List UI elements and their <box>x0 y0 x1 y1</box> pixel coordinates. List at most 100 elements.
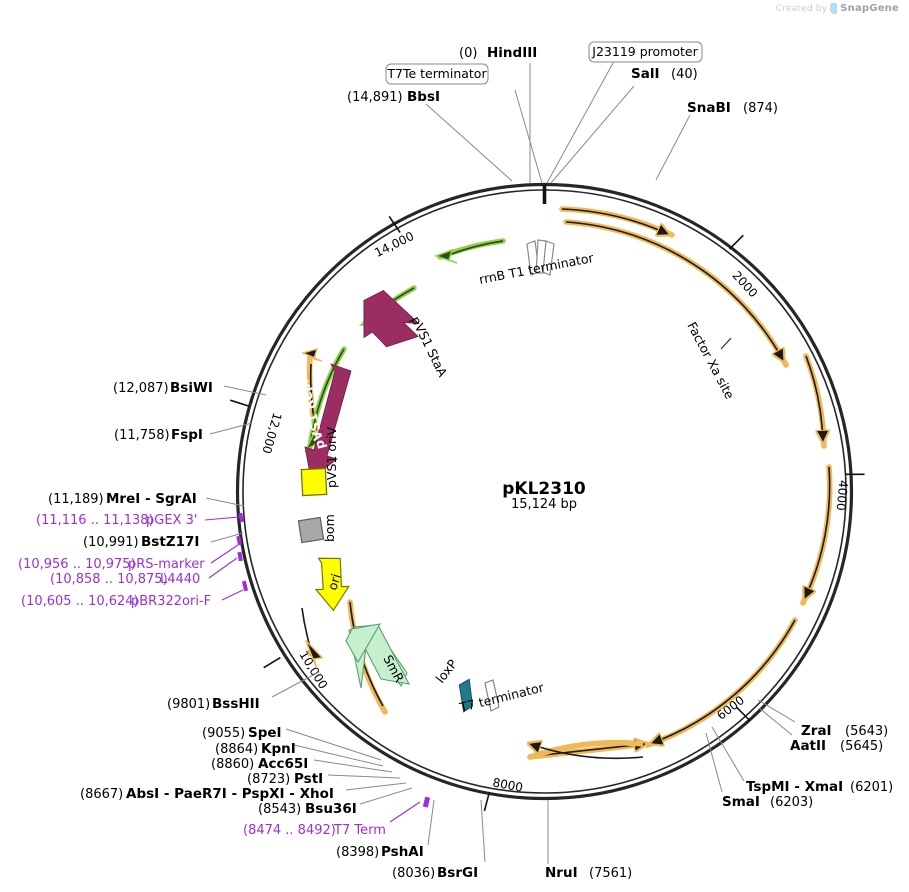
enzyme-name-bsrgi: BsrGI <box>437 865 478 881</box>
enzyme-label-bsshii[interactable]: (9801) BssHII <box>167 696 260 712</box>
enzyme-pos-mrei: (11,189) <box>48 492 104 507</box>
enzyme-label-psti[interactable]: (8723) PstI <box>247 771 323 787</box>
purple-range-pgex3: (11,116 .. 11,138) <box>36 513 154 528</box>
enzyme-label-smai[interactable]: SmaI (6203) <box>722 794 813 810</box>
enzyme-pos-zrai: (5643) <box>845 724 888 739</box>
enzyme-name-acc65i: Acc65I <box>258 756 308 772</box>
purple-feature-ticks <box>236 512 431 808</box>
enzyme-name-kpni: KpnI <box>261 741 296 757</box>
enzyme-pos-smai: (6203) <box>770 795 813 810</box>
boxed-label-t7te-terminator[interactable]: T7Te terminator <box>385 63 489 85</box>
enzyme-pos-kpni: (8864) <box>215 742 258 757</box>
enzyme-label-bsrgi[interactable]: (8036) BsrGI <box>392 865 478 881</box>
enzyme-label-mrei-sgrai[interactable]: (11,189) MreI - SgrAI <box>48 491 197 507</box>
feature-bom[interactable]: bom <box>297 514 337 544</box>
enzyme-label-spei[interactable]: (9055) SpeI <box>202 725 282 741</box>
feature-label-ori: ori <box>325 572 344 592</box>
enzyme-label-sali[interactable]: SalI (40) <box>631 66 698 82</box>
enzyme-label-nrui[interactable]: NruI (7561) <box>545 865 632 881</box>
watermark-brand: SnapGene <box>840 3 899 14</box>
feature-factor-xa-site[interactable]: Factor Xa site <box>684 319 737 401</box>
feature-label-loxp: loxP <box>433 656 461 686</box>
enzyme-pos-aatii: (5645) <box>840 739 883 754</box>
purple-feature-pgex3[interactable]: (11,116 .. 11,138) pGEX 3' <box>36 513 197 528</box>
enzyme-name-mrei-sgrai: MreI - SgrAI <box>106 491 197 507</box>
plasmid-title-block: pKL2310 15,124 bp <box>502 479 586 512</box>
enzyme-label-bbsi[interactable]: (14,891) BbsI <box>347 89 440 105</box>
enzyme-pos-pshai: (8398) <box>336 845 379 860</box>
enzyme-name-bstz17i: BstZ17I <box>141 534 199 550</box>
enzyme-label-pshai[interactable]: (8398) PshAI <box>336 844 424 860</box>
enzyme-name-fspi: FspI <box>171 427 203 443</box>
enzyme-name-bbsi: BbsI <box>407 89 440 105</box>
feature-label-factor-xa-site: Factor Xa site <box>684 319 737 401</box>
bom-box <box>297 516 325 544</box>
enzyme-name-snabi: SnaBI <box>687 100 731 116</box>
feature-label-pvs1-oriv: pVS1 oriV <box>324 426 339 488</box>
enzyme-pos-psti: (8723) <box>247 772 290 787</box>
enzyme-name-sali: SalI <box>631 66 659 82</box>
enzyme-label-absi-group[interactable]: (8667) AbsI - PaeR7I - PspXI - XhoI <box>80 786 334 802</box>
enzyme-name-tspmi-xmai: TspMI - XmaI <box>746 779 843 795</box>
enzyme-label-bsiwi[interactable]: (12,087) BsiWI <box>113 380 213 396</box>
feature-rrnb-t1-terminator[interactable]: rrnB T1 terminator <box>478 239 596 287</box>
watermark-prefix: Created by <box>775 3 828 14</box>
feature-pvs1-staa[interactable]: pVS1 StaA <box>362 290 451 380</box>
purple-feature-l4440[interactable]: (10,858 .. 10,875) L4440 <box>50 572 200 587</box>
enzyme-label-snabi[interactable]: SnaBI (874) <box>687 100 778 116</box>
enzyme-name-smai: SmaI <box>722 794 760 810</box>
tick-label-4000: 4000 <box>834 480 851 512</box>
feature-pvs1-oriv[interactable]: pVS1 oriV <box>300 426 339 497</box>
enzyme-name-nrui: NruI <box>545 865 578 881</box>
boxed-label-j23119-promoter[interactable]: J23119 promoter <box>588 41 703 63</box>
enzyme-pos-acc65i: (8860) <box>211 757 254 772</box>
purple-range-l4440: (10,858 .. 10,875) <box>50 572 168 587</box>
feature-label-pvs1-repa: pVS1 RepA <box>295 372 328 451</box>
purple-range-prs-marker: (10,956 .. 10,975) <box>18 557 136 572</box>
tick-label-12000: 12,000 <box>259 411 284 455</box>
enzyme-name-hindiii: HindIII <box>487 45 537 61</box>
enzyme-label-acc65i[interactable]: (8860) Acc65I <box>211 756 308 772</box>
boxed-label-text-j23119: J23119 promoter <box>591 44 698 59</box>
feature-t7-terminator[interactable] <box>466 679 500 712</box>
feature-label-t7-terminator: T7 terminator <box>457 679 546 715</box>
feature-pvs1-repa[interactable]: pVS1 RepA <box>295 363 352 480</box>
enzyme-pos-sali: (40) <box>671 67 698 82</box>
purple-name-prs-marker: pRS-marker <box>128 557 205 572</box>
enzyme-pos-bsu36i: (8543) <box>258 802 301 817</box>
feature-ori[interactable]: ori <box>307 553 355 612</box>
purple-feature-prs-marker[interactable]: (10,956 .. 10,975) pRS-marker <box>18 557 205 572</box>
enzyme-pos-bstz17i: (10,991) <box>83 535 139 550</box>
purple-feature-t7-term[interactable]: (8474 .. 8492) T7 Term <box>243 823 386 838</box>
enzyme-name-spei: SpeI <box>248 725 282 741</box>
feature-smr[interactable]: SmR <box>345 623 411 689</box>
boxed-label-text-t7te: T7Te terminator <box>386 66 487 81</box>
enzyme-pos-fspi: (11,758) <box>114 428 170 443</box>
snapgene-logo-icon <box>830 3 838 14</box>
enzyme-label-tspmi-xmai[interactable]: TspMI - XmaI (6201) <box>746 779 893 795</box>
enzyme-label-fspi[interactable]: (11,758) FspI <box>114 427 203 443</box>
enzyme-label-bsu36i[interactable]: (8543) Bsu36I <box>258 801 357 817</box>
enzyme-name-bsiwi: BsiWI <box>170 380 213 396</box>
purple-range-t7-term: (8474 .. 8492) <box>243 823 336 838</box>
enzyme-label-aatii[interactable]: AatII (5645) <box>790 738 883 754</box>
enzyme-pos-absi: (8667) <box>80 787 123 802</box>
purple-name-l4440: L4440 <box>160 572 200 587</box>
enzyme-label-hindiii[interactable]: (0) HindIII <box>459 45 537 61</box>
enzyme-pos-hindiii: (0) <box>459 46 477 61</box>
enzyme-label-bstz17i[interactable]: (10,991) BstZ17I <box>83 534 199 550</box>
orange-arc-arrows <box>300 206 833 760</box>
enzyme-label-kpni[interactable]: (8864) KpnI <box>215 741 296 757</box>
purple-name-pbr322ori-f: pBR322ori-F <box>131 594 211 609</box>
enzyme-label-zrai[interactable]: ZraI (5643) <box>801 723 888 739</box>
snapgene-watermark: Created by SnapGene <box>776 3 899 14</box>
enzyme-pos-bsiwi: (12,087) <box>113 381 169 396</box>
enzyme-pos-tspmi-xmai: (6201) <box>850 780 893 795</box>
plasmid-name: pKL2310 <box>502 479 586 499</box>
purple-range-pbr322ori-f: (10,605 .. 10,624) <box>21 594 139 609</box>
purple-name-pgex3: pGEX 3' <box>146 513 197 528</box>
purple-feature-pbr322ori-f[interactable]: (10,605 .. 10,624) pBR322ori-F <box>21 594 211 609</box>
plasmid-size: 15,124 bp <box>511 497 577 512</box>
enzyme-pos-nrui: (7561) <box>589 866 632 881</box>
